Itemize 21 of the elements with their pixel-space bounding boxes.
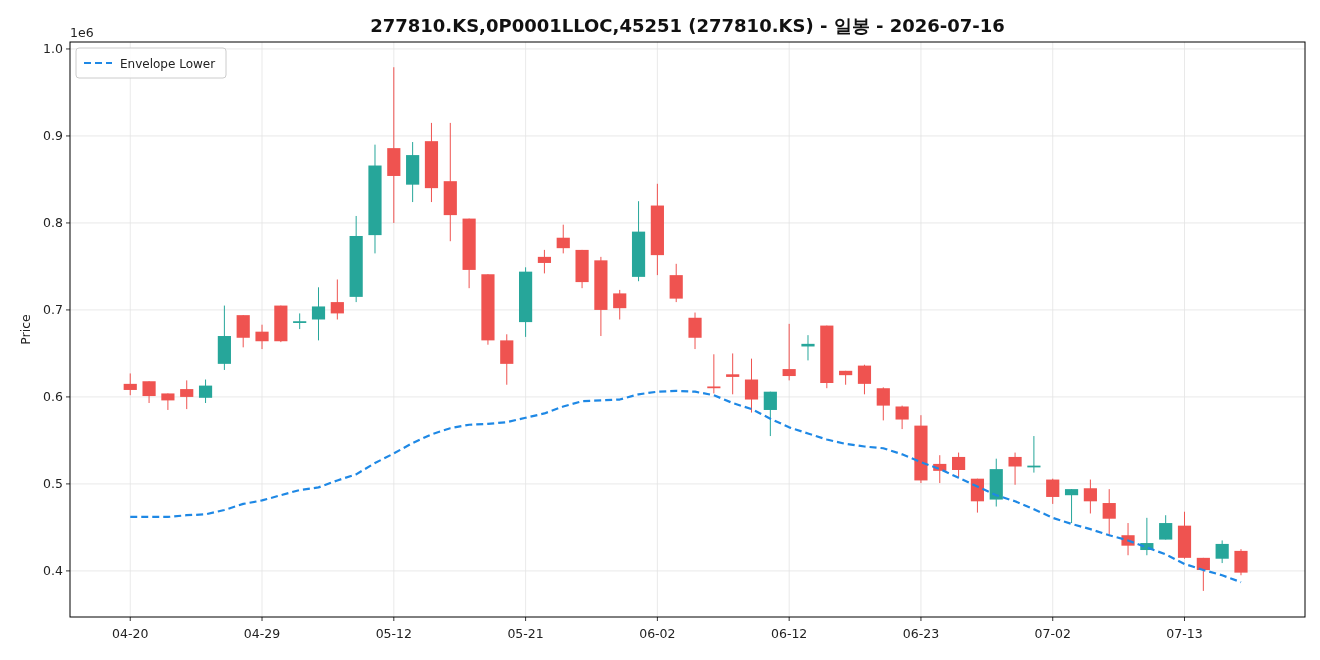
x-tick-label: 07-13 [1166, 626, 1203, 641]
text: 1e6 [70, 25, 94, 40]
y-tick-label: 0.6 [43, 389, 64, 405]
y-tick-label: 0.5 [43, 476, 63, 492]
x-tick-label: 06-02 [639, 626, 676, 641]
x-tick-label: 04-20 [112, 626, 149, 641]
y-tick-label: 0.8 [43, 215, 64, 231]
legend-label: Envelope Lower [120, 56, 216, 71]
x-tick-label: 05-21 [507, 626, 544, 641]
x-tick-label: 04-29 [243, 626, 281, 641]
x-tick-label: 07-02 [1034, 626, 1071, 641]
y-tick-label: 0.4 [43, 563, 64, 579]
y-tick-label: 0.7 [43, 302, 63, 318]
x-tick-label: 06-12 [771, 626, 808, 641]
legend: Envelope Lower [75, 47, 227, 79]
y-tick-label: 1.0 [43, 41, 64, 57]
x-tick-label: 05-12 [375, 626, 412, 641]
chart-title: 277810.KS,0P0001LLOC,45251 (277810.KS) - 일봉 - 2026-07-16 [370, 15, 1005, 36]
x-tick-label: 06-23 [902, 626, 940, 641]
y-tick-label: 0.9 [43, 128, 64, 144]
y-axis-title: Price [18, 313, 33, 345]
